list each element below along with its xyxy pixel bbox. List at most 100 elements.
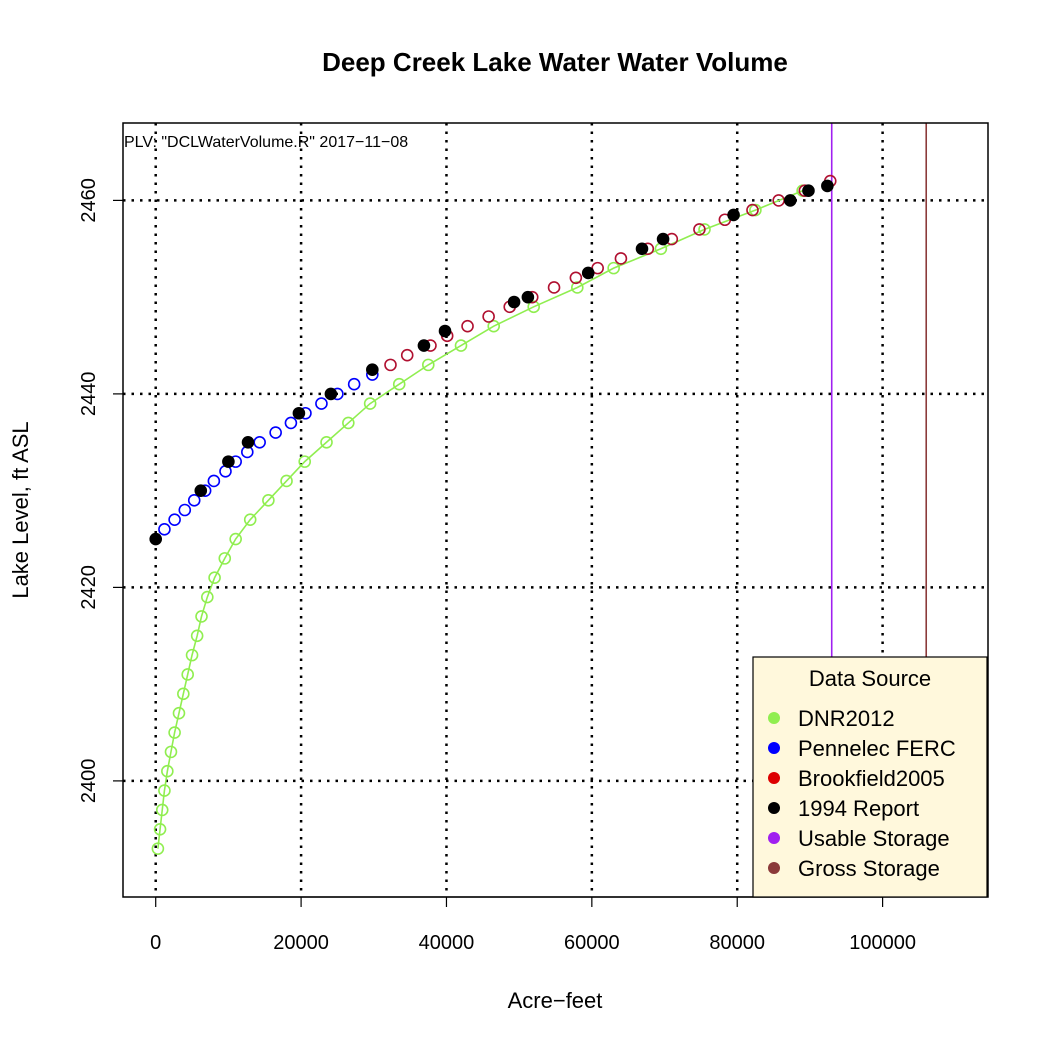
point-dnr2012 [262,494,275,507]
y-tick-label: 2440 [78,372,100,417]
point-pennelec-ferc [347,377,361,391]
point-pennelec-ferc [207,474,221,488]
chart-title: Deep Creek Lake Water Water Volume [322,47,788,77]
point-dnr2012 [185,648,199,662]
point-pennelec-ferc [269,426,282,439]
legend-marker [768,772,780,784]
point-dnr2012 [195,610,208,623]
point-dnr2012 [342,416,355,430]
point-dnr2012 [151,842,165,855]
legend-title: Data Source [809,666,931,691]
grid-lines [123,123,988,897]
point-dnr2012 [454,339,468,352]
point-dnr2012 [392,377,406,391]
point-pennelec-ferc [178,503,192,517]
point-pennelec-ferc [315,397,328,410]
point-brookfield2005 [384,358,397,372]
point-brookfield2005 [400,348,414,362]
legend-marker [768,802,780,814]
point-dnr2012 [161,764,174,778]
point-1994-report [324,387,338,401]
point-dnr2012 [527,300,540,314]
point-dnr2012 [571,281,584,294]
point-dnr2012 [201,590,214,604]
point-1994-report [507,295,521,309]
point-1994-report [366,363,379,377]
legend-label: Usable Storage [798,826,950,851]
point-dnr2012 [155,803,169,817]
point-brookfield2005 [569,271,583,285]
point-dnr2012 [208,571,221,585]
point-1994-report [438,324,452,338]
script-annotation: PLV: "DCLWaterVolume.R" 2017−11−08 [124,134,408,151]
legend-label: Brookfield2005 [798,766,945,791]
point-dnr2012 [363,397,377,410]
point-brookfield2005 [614,252,628,265]
point-1994-report [521,290,535,304]
point-brookfield2005 [482,310,495,323]
point-dnr2012 [168,726,181,739]
point-dnr2012 [229,532,242,546]
legend: Data Source DNR2012 Pennelec FERC Brookfie… [752,656,988,898]
point-1994-report [149,532,163,546]
x-axis: 0 20000 40000 60000 80000 100000 [150,896,916,954]
x-tick-label: 0 [150,932,161,954]
x-tick-label: 20000 [273,932,329,954]
point-dnr2012 [190,629,204,643]
x-tick-label: 60000 [564,932,620,954]
point-dnr2012 [421,358,435,372]
point-dnr2012 [698,223,711,236]
point-pennelec-ferc [284,416,298,430]
point-dnr2012 [153,822,167,836]
point-1994-report [656,232,670,246]
x-tick-label: 80000 [709,932,765,954]
point-1994-report [581,266,595,280]
y-tick-label: 2420 [78,565,100,610]
point-pennelec-ferc [187,494,201,507]
point-1994-report [417,339,431,352]
point-dnr2012 [164,745,178,759]
point-dnr2012 [243,513,257,526]
point-1994-report [727,208,740,222]
y-axis-label: Lake Level, ft ASL [8,421,33,598]
legend-marker [768,832,780,844]
legend-marker [768,862,780,874]
x-tick-label: 100000 [849,932,916,954]
legend-label: 1994 Report [798,796,919,821]
point-1994-report [292,406,306,420]
point-brookfield2005 [746,203,759,217]
legend-marker [768,712,780,724]
point-dnr2012 [320,435,333,449]
point-brookfield2005 [547,281,561,294]
y-tick-label: 2400 [78,759,100,804]
point-1994-report [222,455,235,468]
point-dnr2012 [177,687,190,701]
point-pennelec-ferc [158,523,171,536]
point-dnr2012 [158,784,171,797]
legend-label: Pennelec FERC [798,736,956,761]
point-1994-report [194,484,208,497]
point-1994-report [802,184,815,198]
point-pennelec-ferc [253,435,266,449]
point-dnr2012 [218,552,232,565]
x-tick-label: 40000 [419,932,475,954]
point-1994-report [635,242,649,256]
point-pennelec-ferc [168,513,181,526]
point-brookfield2005 [693,223,706,236]
point-1994-report [821,179,834,193]
point-dnr2012 [607,261,620,275]
point-dnr2012 [487,319,501,333]
point-dnr2012 [298,455,312,468]
series-line-dnr2012 [157,189,803,849]
legend-box [752,656,988,898]
data-series [149,174,837,855]
legend-marker [768,742,780,754]
point-dnr2012 [181,668,194,681]
point-1994-report [241,435,255,449]
legend-label: DNR2012 [798,706,895,731]
point-brookfield2005 [461,319,474,333]
x-axis-label: Acre−feet [508,988,603,1013]
point-dnr2012 [280,474,293,488]
legend-label: Gross Storage [798,856,940,881]
